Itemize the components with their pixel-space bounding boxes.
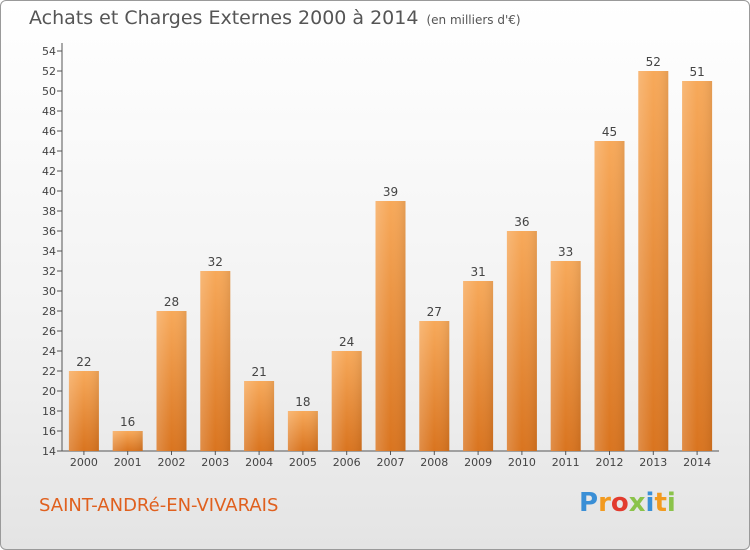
chart-unit-label: (en milliers d'€) [426,13,521,27]
brand-letter: x [628,488,646,518]
y-tick-label: 46 [42,125,56,138]
y-tick-label: 14 [42,445,56,458]
y-tick-label: 28 [42,305,56,318]
bar-value-label: 27 [427,305,442,319]
x-tick-label: 2011 [552,456,580,469]
bar-value-label: 36 [514,215,529,229]
bar-shading [463,281,494,451]
bar-value-label: 32 [208,255,223,269]
y-tick-label: 48 [42,105,56,118]
bar-value-label: 51 [689,65,704,79]
x-tick-label: 2007 [377,456,405,469]
x-tick-label: 2009 [464,456,492,469]
y-tick-label: 20 [42,385,56,398]
bar-shading [550,261,581,451]
y-tick-label: 18 [42,405,56,418]
y-tick-label: 26 [42,325,56,338]
y-tick-label: 42 [42,165,56,178]
bar-value-label: 39 [383,185,398,199]
y-tick-label: 16 [42,425,56,438]
x-tick-label: 2010 [508,456,536,469]
bar-shading [419,321,450,451]
x-tick-label: 2001 [114,456,142,469]
y-tick-label: 34 [42,245,56,258]
chart-title: Achats et Charges Externes 2000 à 2014 (e… [29,7,521,29]
bar-shading [375,201,406,451]
bar-shading [287,411,318,451]
y-tick-label: 36 [42,225,56,238]
x-tick-label: 2012 [596,456,624,469]
bar-shading [331,351,362,451]
bar-shading [200,271,231,451]
brand-letter: r [598,488,611,518]
x-tick-label: 2004 [245,456,273,469]
x-tick-label: 2014 [683,456,711,469]
bar-value-label: 18 [295,395,310,409]
y-tick-label: 40 [42,185,56,198]
bar-shading [682,81,713,451]
bar-shading [594,141,625,451]
bar-value-label: 21 [251,365,266,379]
x-tick-label: 2005 [289,456,317,469]
bar-shading [112,431,143,451]
brand-letter: P [579,488,599,518]
bar-shading [68,371,99,451]
x-tick-label: 2003 [201,456,229,469]
x-tick-label: 2002 [158,456,186,469]
bar-value-label: 45 [602,125,617,139]
x-tick-label: 2000 [70,456,98,469]
bar-value-label: 52 [646,55,661,69]
bar-shading [638,71,669,451]
x-tick-label: 2006 [333,456,361,469]
y-tick-label: 52 [42,65,56,78]
commune-name: SAINT-ANDRé-EN-VIVARAIS [39,495,279,516]
y-tick-label: 54 [42,45,56,58]
y-tick-label: 44 [42,145,56,158]
brand-letter: i [666,488,676,518]
bar-value-label: 31 [470,265,485,279]
bar-value-label: 28 [164,295,179,309]
bar-shading [244,381,275,451]
y-tick-label: 22 [42,365,56,378]
x-tick-label: 2013 [639,456,667,469]
y-tick-label: 32 [42,265,56,278]
y-tick-label: 38 [42,205,56,218]
brand-letter: o [610,488,629,518]
bar-value-label: 33 [558,245,573,259]
chart-title-text: Achats et Charges Externes 2000 à 2014 [29,7,419,29]
bar-value-label: 16 [120,415,135,429]
bar-shading [506,231,537,451]
brand-letter: i [645,488,655,518]
brand-logo: Proxiti [579,488,676,518]
y-tick-label: 24 [42,345,56,358]
y-tick-label: 30 [42,285,56,298]
bar-shading [156,311,187,451]
y-tick-label: 50 [42,85,56,98]
bar-value-label: 22 [76,355,91,369]
x-tick-label: 2008 [420,456,448,469]
brand-letter: t [654,488,667,518]
bar-value-label: 24 [339,335,354,349]
